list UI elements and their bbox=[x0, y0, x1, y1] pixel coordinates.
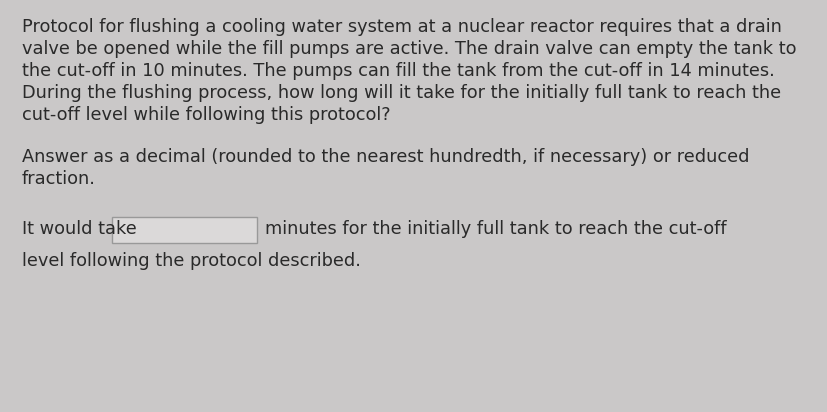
Text: level following the protocol described.: level following the protocol described. bbox=[22, 252, 361, 270]
Text: minutes for the initially full tank to reach the cut-off: minutes for the initially full tank to r… bbox=[265, 220, 726, 238]
Text: During the flushing process, how long will it take for the initially full tank t: During the flushing process, how long wi… bbox=[22, 84, 780, 102]
Text: Answer as a decimal (rounded to the nearest hundredth, if necessary) or reduced: Answer as a decimal (rounded to the near… bbox=[22, 148, 748, 166]
FancyBboxPatch shape bbox=[112, 217, 256, 243]
Text: the cut-off in 10 minutes. The pumps can fill the tank from the cut-off in 14 mi: the cut-off in 10 minutes. The pumps can… bbox=[22, 62, 774, 80]
Text: cut-off level while following this protocol?: cut-off level while following this proto… bbox=[22, 106, 390, 124]
Text: Protocol for flushing a cooling water system at a nuclear reactor requires that : Protocol for flushing a cooling water sy… bbox=[22, 18, 781, 36]
Text: It would take: It would take bbox=[22, 220, 136, 238]
Text: fraction.: fraction. bbox=[22, 170, 96, 188]
Text: valve be opened while the fill pumps are active. The drain valve can empty the t: valve be opened while the fill pumps are… bbox=[22, 40, 796, 58]
